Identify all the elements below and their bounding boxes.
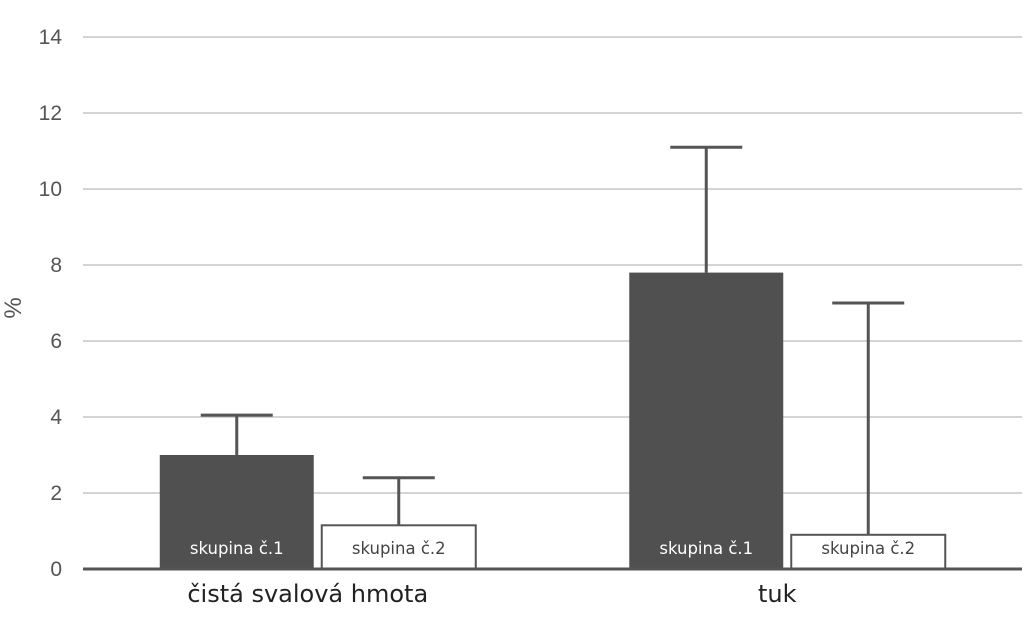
y-axis-label: % — [0, 297, 27, 318]
y-tick-label: 2 — [50, 482, 62, 505]
y-tick-label: 8 — [50, 254, 62, 277]
bar-series-label: skupina č.2 — [821, 539, 915, 558]
gridlines — [83, 36, 1022, 494]
bar-series-label: skupina č.1 — [659, 539, 753, 558]
y-tick-label: 12 — [39, 102, 62, 125]
category-labels: čistá svalová hmota tuk — [187, 580, 796, 608]
bar — [790, 533, 947, 570]
y-tick-label: 4 — [50, 406, 62, 429]
bar — [159, 455, 314, 569]
y-tick-label: 6 — [50, 330, 62, 353]
bars: skupina č.1 skupina č.2 skupina č.1 skupina… — [159, 145, 947, 570]
bar-series-label: skupina č.2 — [352, 539, 446, 558]
y-tick-label: 0 — [50, 558, 62, 581]
y-tick-label: 10 — [39, 178, 62, 201]
y-axis-ticks: 0 2 4 6 8 10 12 14 — [39, 26, 63, 581]
bar — [629, 272, 784, 569]
category-label: čistá svalová hmota — [187, 580, 428, 608]
bar-series-label: skupina č.1 — [190, 539, 284, 558]
category-label: tuk — [758, 580, 797, 608]
y-tick-label: 14 — [39, 26, 63, 49]
